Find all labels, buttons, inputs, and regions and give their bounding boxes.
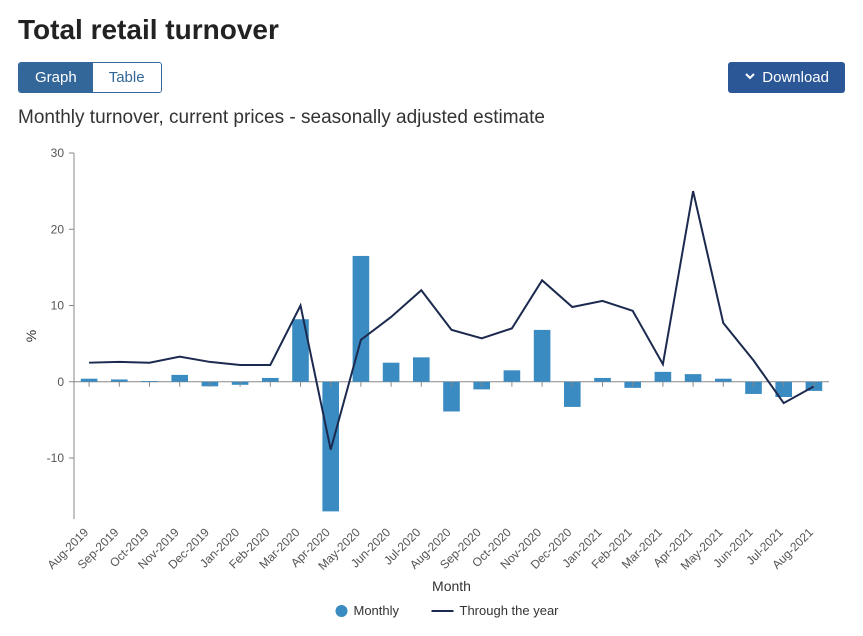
chevron-down-icon: [744, 69, 756, 86]
svg-text:Through the year: Through the year: [460, 603, 560, 618]
svg-text:-10: -10: [47, 451, 65, 465]
chart-container: -100102030%Aug-2019Sep-2019Oct-2019Nov-2…: [18, 137, 845, 632]
svg-text:30: 30: [51, 146, 65, 160]
svg-text:0: 0: [57, 375, 64, 389]
controls-row: Graph Table Download: [18, 62, 845, 93]
tab-table[interactable]: Table: [93, 63, 161, 92]
tab-graph[interactable]: Graph: [19, 63, 93, 92]
svg-text:%: %: [23, 330, 39, 342]
svg-text:Month: Month: [432, 578, 471, 594]
svg-text:10: 10: [51, 299, 65, 313]
download-label: Download: [762, 69, 829, 86]
svg-text:20: 20: [51, 222, 65, 236]
page-title: Total retail turnover: [18, 14, 845, 46]
chart-subtitle: Monthly turnover, current prices - seaso…: [18, 107, 845, 129]
download-button[interactable]: Download: [728, 62, 845, 93]
view-tabs: Graph Table: [18, 62, 162, 93]
turnover-chart: -100102030%Aug-2019Sep-2019Oct-2019Nov-2…: [18, 137, 845, 627]
svg-text:Monthly: Monthly: [354, 603, 400, 618]
